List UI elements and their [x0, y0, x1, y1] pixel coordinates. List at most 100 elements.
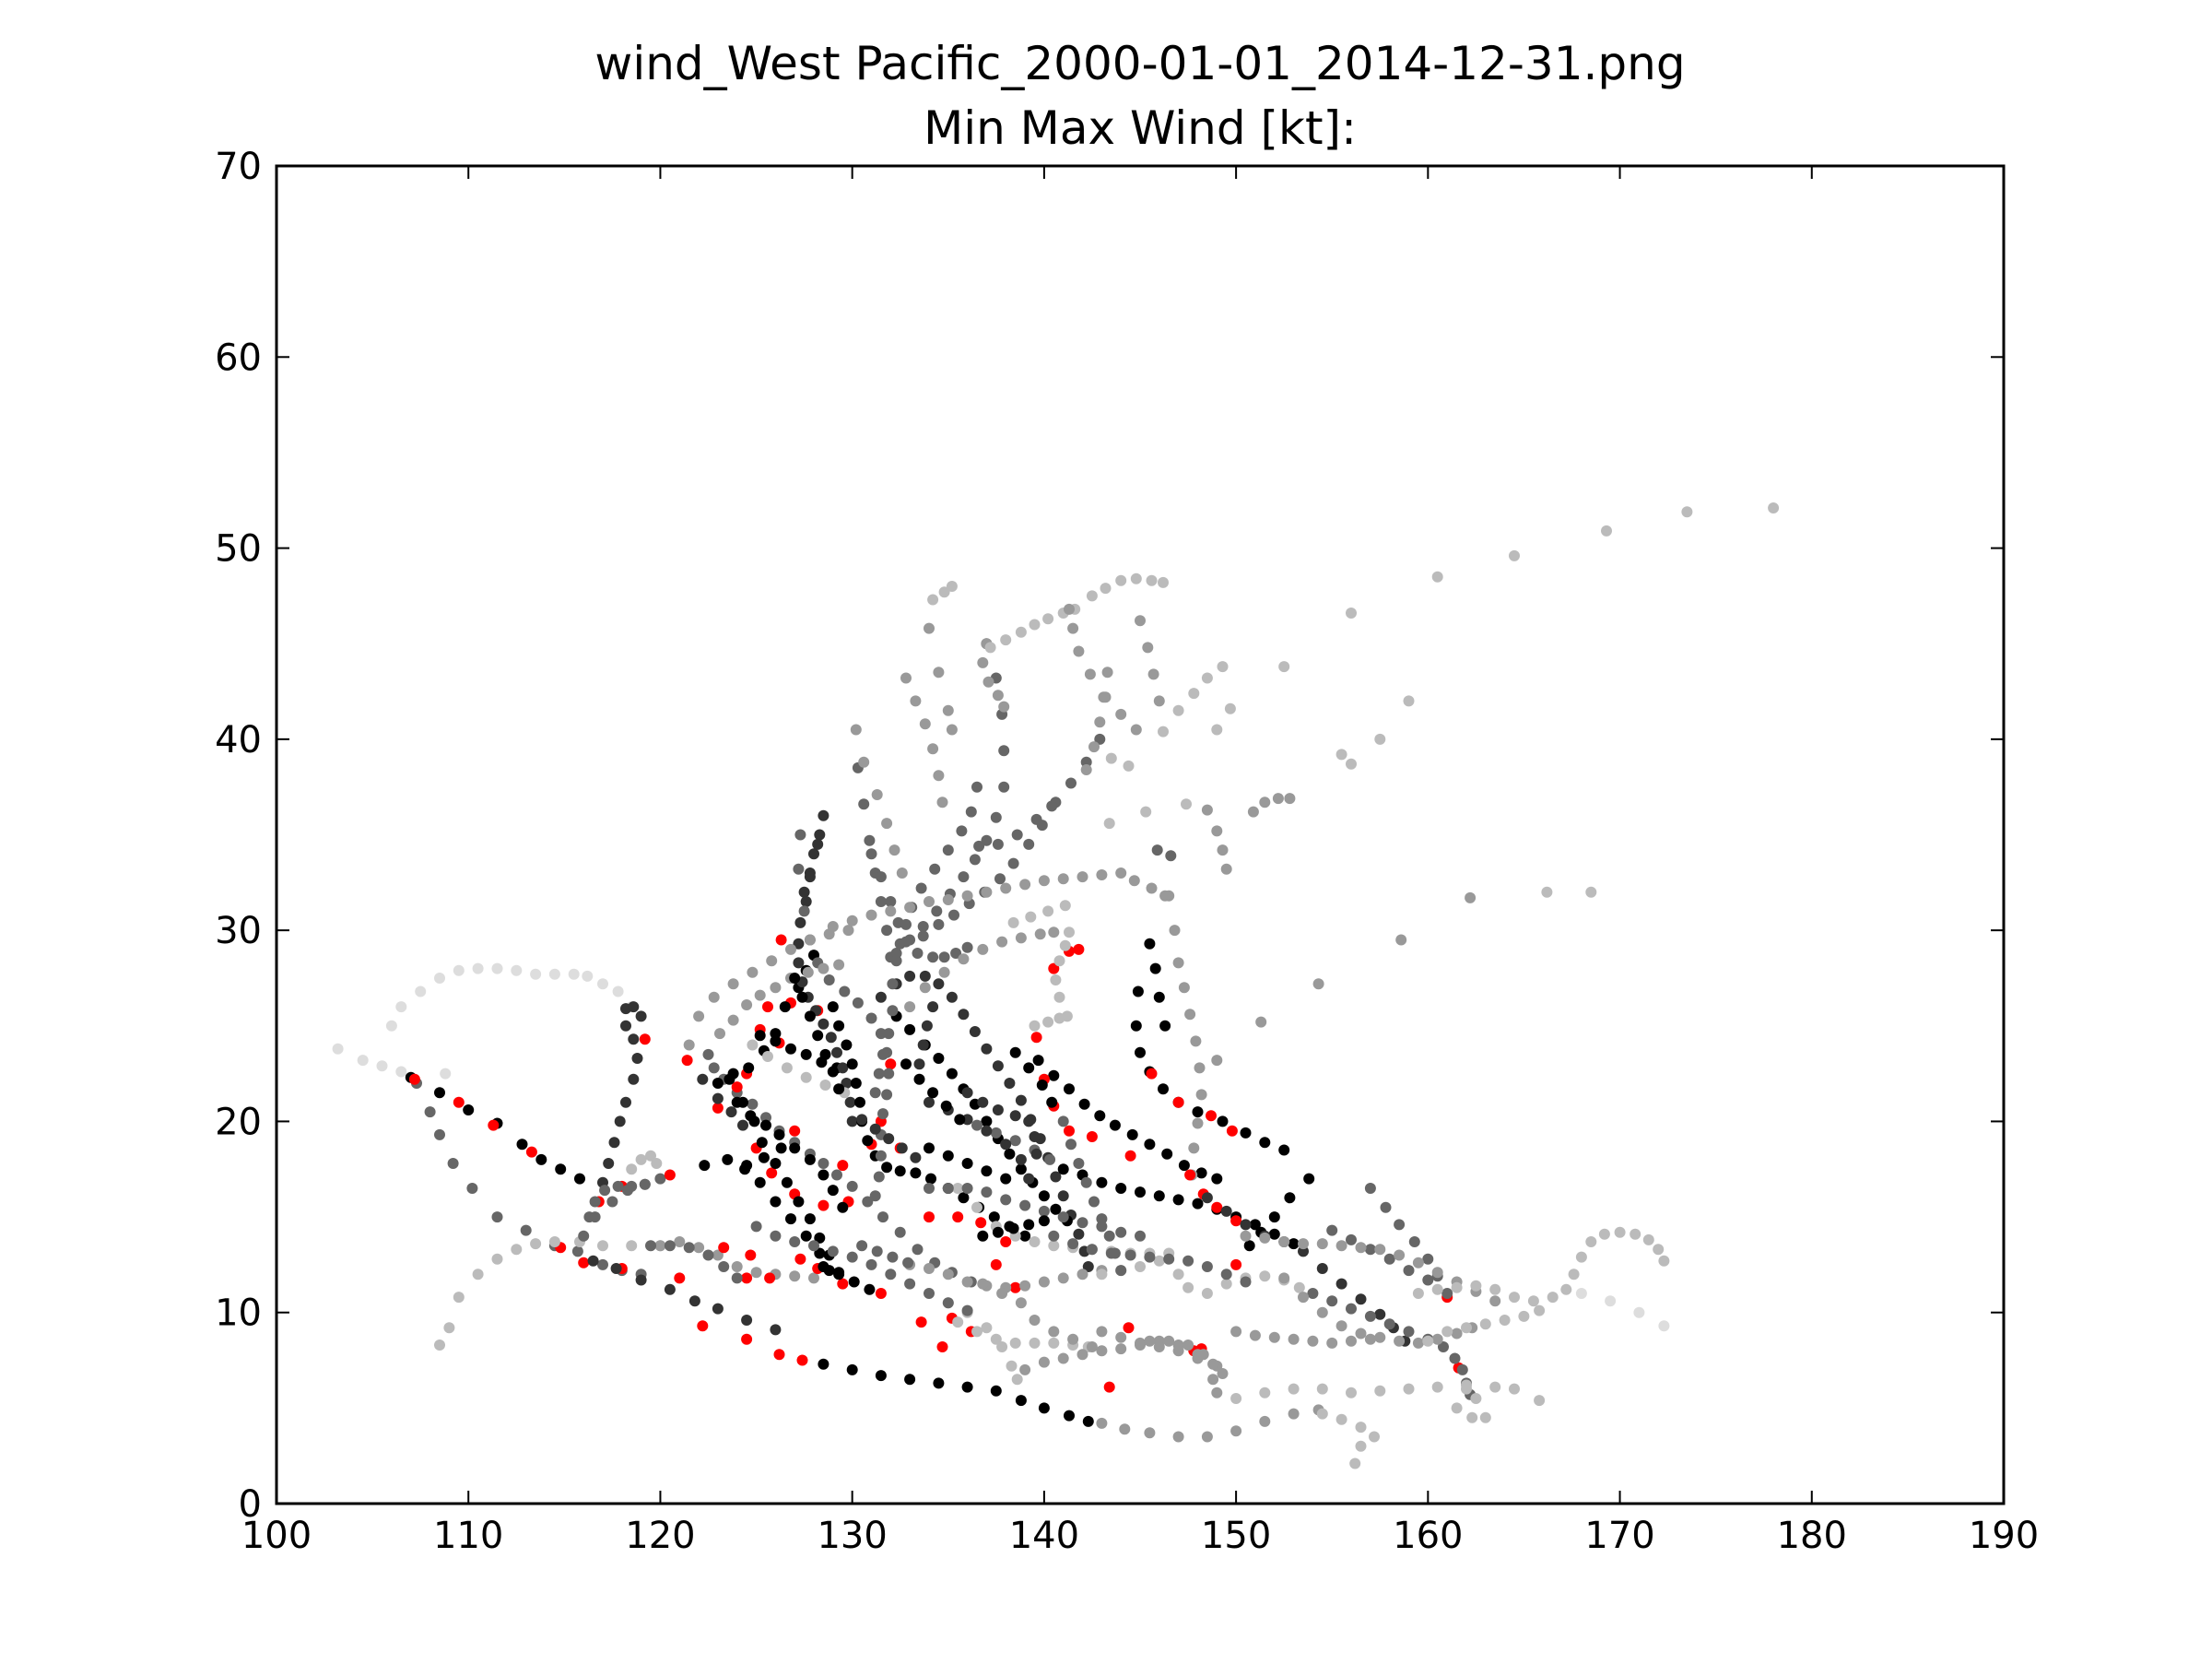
data-point	[927, 743, 939, 755]
data-point	[747, 1039, 759, 1051]
storm-track	[865, 848, 973, 963]
data-point	[933, 770, 945, 782]
data-point	[796, 1354, 808, 1366]
data-point	[819, 1048, 831, 1060]
data-point	[936, 1341, 948, 1352]
data-point	[548, 1236, 560, 1247]
data-point	[535, 1153, 547, 1165]
data-point	[996, 1341, 1008, 1352]
data-point	[1658, 1320, 1670, 1332]
data-point	[747, 966, 759, 978]
data-point	[1369, 1431, 1380, 1443]
data-point	[1465, 891, 1477, 903]
storm-track	[674, 1272, 808, 1366]
data-point	[936, 797, 948, 808]
data-point	[850, 724, 862, 736]
data-point	[1073, 1158, 1085, 1169]
data-point	[1259, 1270, 1271, 1282]
data-point	[917, 1039, 929, 1051]
data-point	[869, 1123, 881, 1135]
data-point	[818, 809, 830, 821]
data-point	[881, 925, 893, 937]
data-point	[950, 948, 962, 959]
data-point	[1019, 1230, 1031, 1242]
data-point	[981, 1115, 993, 1127]
data-point	[992, 1060, 1004, 1072]
data-point	[877, 1048, 888, 1060]
data-point	[1057, 1352, 1069, 1364]
storm-track	[924, 1183, 1146, 1242]
data-point	[395, 1001, 407, 1013]
data-point	[747, 1098, 759, 1110]
plot-frame	[275, 164, 2006, 1505]
data-point	[1326, 1337, 1338, 1349]
data-point	[1364, 1333, 1376, 1345]
data-point	[804, 1213, 816, 1225]
data-point	[865, 848, 877, 860]
data-point	[1007, 857, 1019, 869]
data-point	[1144, 1427, 1156, 1439]
data-point	[1161, 1148, 1173, 1160]
data-point	[1374, 1385, 1386, 1397]
data-point	[548, 968, 560, 980]
data-point	[1169, 925, 1181, 937]
data-point	[599, 1185, 611, 1197]
data-point	[1575, 1288, 1587, 1299]
data-point	[885, 905, 897, 917]
data-point	[1144, 938, 1156, 950]
data-point	[785, 1043, 796, 1055]
data-point	[1240, 1230, 1252, 1242]
data-point	[1046, 1096, 1058, 1108]
data-point	[1135, 1261, 1146, 1272]
y-tick-label: 10	[215, 1292, 262, 1335]
data-point	[741, 1160, 753, 1172]
data-point	[808, 1272, 819, 1284]
data-point	[1364, 1183, 1376, 1194]
data-point	[1207, 1374, 1219, 1386]
data-point	[990, 1258, 1002, 1270]
storm-track	[818, 1261, 876, 1295]
data-point	[1046, 800, 1058, 812]
data-point	[1144, 1251, 1156, 1263]
data-point	[1146, 882, 1158, 894]
x-tick-label: 110	[433, 1515, 503, 1557]
storm-track	[587, 1255, 782, 1336]
storm-track	[793, 809, 858, 1127]
data-point	[865, 1012, 877, 1024]
data-point	[938, 966, 950, 978]
storm-track	[654, 1236, 819, 1284]
data-point	[1211, 1055, 1223, 1067]
data-point	[1064, 1410, 1075, 1422]
storm-track	[750, 1221, 973, 1316]
storm-track	[1278, 1272, 1478, 1349]
storm-track	[1007, 900, 1071, 928]
data-point	[748, 1115, 760, 1127]
data-point	[881, 818, 893, 830]
data-point	[1080, 756, 1092, 768]
storm-track	[850, 724, 908, 879]
data-point	[781, 1176, 793, 1188]
data-point	[900, 672, 912, 684]
data-point	[913, 1058, 925, 1070]
storm-track	[1105, 752, 1135, 772]
data-point	[942, 1150, 954, 1162]
data-point	[741, 1272, 753, 1284]
data-point	[1190, 1035, 1202, 1047]
storm-track	[1057, 1115, 1127, 1277]
data-point	[958, 953, 970, 965]
data-point	[1048, 962, 1060, 974]
data-point	[865, 909, 877, 921]
data-point	[688, 1295, 700, 1307]
data-point	[635, 1010, 647, 1022]
storm-track	[913, 1001, 939, 1070]
data-point	[1029, 1236, 1041, 1247]
data-point	[1038, 1215, 1050, 1227]
data-point	[1073, 1228, 1085, 1240]
data-point	[1226, 1125, 1238, 1137]
data-point	[888, 844, 900, 856]
data-point	[1034, 928, 1046, 940]
data-point	[1146, 1068, 1158, 1080]
data-point	[702, 1249, 714, 1261]
data-point	[1082, 1261, 1094, 1272]
data-point	[1335, 1320, 1347, 1332]
